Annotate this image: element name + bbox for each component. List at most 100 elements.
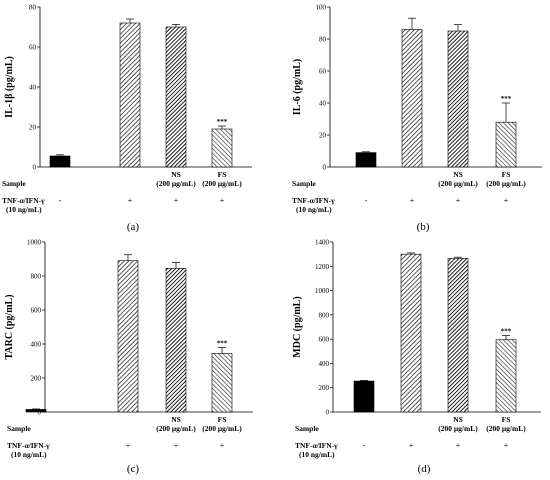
- group-dose-label: (200 μg/mL): [156, 424, 196, 433]
- bar-1: [25, 409, 47, 413]
- treatment-row-label: TNF-α/IFN-γ: [2, 196, 45, 205]
- y-tick-label: 40: [319, 100, 327, 108]
- y-tick-label: 60: [29, 44, 37, 52]
- y-tick-label: 1000: [315, 287, 330, 295]
- y-tick-label: 80: [29, 4, 37, 12]
- treatment-sign: +: [174, 441, 179, 450]
- chart-panel-4: 0 200 400 600 800 1000 1200 1400 MDC (pg/mL) - + NS…: [292, 239, 541, 475]
- sample-row-label: Sample: [7, 424, 31, 433]
- bar-4: [211, 128, 233, 168]
- bar-2: [401, 29, 423, 168]
- significance-marker: ***: [217, 118, 228, 126]
- y-tick-label: 1000: [27, 239, 42, 247]
- y-tick-label: 800: [31, 273, 42, 281]
- y-tick-label: 0: [38, 409, 42, 417]
- bar-4: [211, 353, 233, 413]
- treatment-sign: +: [128, 196, 133, 205]
- treatment-sign: +: [456, 441, 461, 450]
- y-tick-label: 200: [319, 384, 330, 392]
- bar-4: [495, 121, 517, 168]
- treatment-sign: -: [363, 441, 366, 450]
- treatment-sign: +: [126, 441, 131, 450]
- group-label: FS: [218, 170, 227, 179]
- treatment-sign: -: [35, 441, 38, 450]
- treatment-dose-label: (10 ng/mL): [6, 205, 42, 214]
- treatment-sign: -: [365, 196, 368, 205]
- treatment-sign: +: [220, 196, 225, 205]
- sample-row-label: Sample: [2, 179, 26, 188]
- y-tick-label: 60: [319, 68, 327, 76]
- bar-3: [165, 268, 187, 413]
- treatment-row-label: TNF-α/IFN-γ: [7, 441, 50, 450]
- significance-marker: ***: [501, 328, 512, 336]
- group-label: FS: [502, 415, 511, 424]
- treatment-sign: +: [504, 196, 509, 205]
- group-label: NS: [453, 170, 463, 179]
- sample-row-label: Sample: [292, 179, 316, 188]
- bar-2: [117, 260, 139, 413]
- bar-1: [355, 152, 377, 168]
- y-tick-label: 20: [29, 124, 37, 132]
- y-tick-label: 800: [319, 311, 330, 319]
- treatment-sign: +: [409, 441, 414, 450]
- treatment-row-label: TNF-α/IFN-γ: [292, 196, 335, 205]
- bar-2: [400, 253, 422, 413]
- group-dose-label: (200 μg/mL): [202, 424, 242, 433]
- treatment-dose-label: (10 ng/mL): [299, 450, 335, 459]
- treatment-sign: +: [504, 441, 509, 450]
- group-dose-label: (200 μg/mL): [202, 179, 242, 188]
- y-tick-label: 40: [29, 84, 37, 92]
- y-tick-label: 1200: [315, 263, 330, 271]
- panel-label: (a): [127, 221, 140, 233]
- bar-2: [119, 22, 141, 168]
- group-dose-label: (200 μg/mL): [438, 179, 478, 188]
- group-label: NS: [453, 415, 463, 424]
- group-dose-label: (200 μg/mL): [438, 424, 478, 433]
- group-dose-label: (200 μg/mL): [486, 179, 526, 188]
- bar-4: [495, 339, 517, 413]
- y-axis-label: MDC (pg/mL): [292, 296, 303, 357]
- panel-label: (b): [417, 221, 430, 233]
- treatment-sign: +: [174, 196, 179, 205]
- treatment-sign: +: [410, 196, 415, 205]
- bar-1: [49, 155, 71, 168]
- y-tick-label: 0: [33, 164, 37, 172]
- bar-3: [447, 258, 469, 413]
- panel-label: (d): [418, 463, 431, 475]
- treatment-row-label: TNF-α/IFN-γ: [295, 441, 338, 450]
- treatment-sign: -: [59, 196, 62, 205]
- treatment-sign: +: [456, 196, 461, 205]
- y-axis-label: IL-6 (pg/mL): [292, 59, 303, 115]
- y-tick-label: 20: [319, 132, 327, 140]
- y-tick-label: 400: [31, 341, 42, 349]
- significance-marker: ***: [217, 339, 228, 347]
- group-label: FS: [502, 170, 511, 179]
- y-tick-label: 600: [31, 307, 42, 315]
- sample-row-label: Sample: [295, 424, 319, 433]
- group-label: NS: [171, 170, 181, 179]
- y-axis-label: TARC (pg/mL): [4, 294, 15, 359]
- y-axis-label: IL-1β (pg/mL): [4, 56, 15, 118]
- y-tick-label: 1400: [315, 239, 330, 247]
- y-tick-label: 0: [326, 409, 330, 417]
- group-dose-label: (200 μg/mL): [486, 424, 526, 433]
- group-label: FS: [218, 415, 227, 424]
- group-label: NS: [171, 415, 181, 424]
- y-tick-label: 100: [316, 4, 327, 12]
- bar-1: [353, 380, 375, 413]
- y-tick-label: 200: [31, 375, 42, 383]
- panel-label: (c): [127, 463, 140, 475]
- y-tick-label: 0: [323, 164, 327, 172]
- treatment-dose-label: (10 ng/mL): [11, 450, 47, 459]
- y-tick-label: 600: [319, 336, 330, 344]
- bar-3: [165, 26, 187, 168]
- bar-3: [447, 30, 469, 168]
- significance-marker: ***: [501, 95, 512, 103]
- treatment-dose-label: (10 ng/mL): [296, 205, 332, 214]
- group-dose-label: (200 μg/mL): [156, 179, 196, 188]
- y-tick-label: 80: [319, 36, 327, 44]
